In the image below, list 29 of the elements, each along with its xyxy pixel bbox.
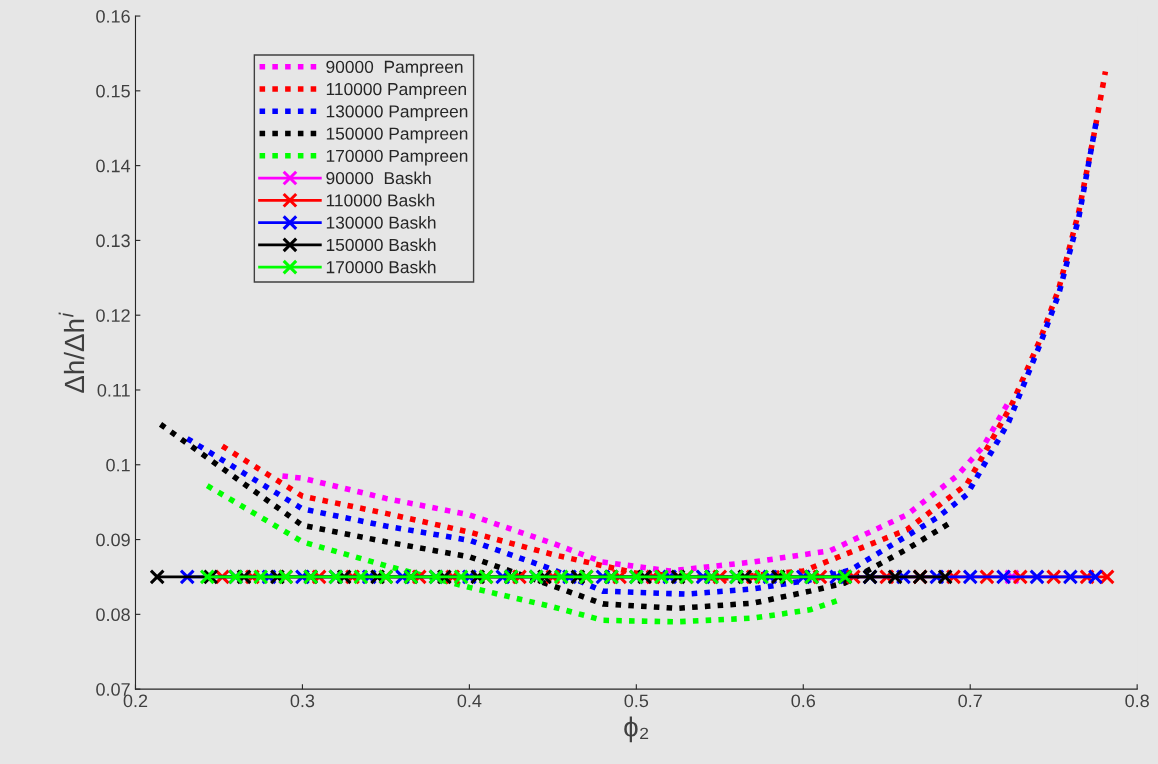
- legend-label: 90000 Baskh: [326, 171, 431, 185]
- y-tick-label: 0.07: [96, 683, 130, 696]
- legend-label: 110000 Baskh: [326, 193, 435, 207]
- legend-label: 130000 Pampreen: [326, 105, 468, 121]
- y-tick-label: 0.1: [106, 458, 130, 472]
- legend-label: 130000 Baskh: [326, 216, 436, 229]
- y-tick-label: 0.08: [96, 608, 130, 622]
- y-tick-label: 0.16: [96, 9, 130, 23]
- legend-label: 170000 Baskh: [326, 260, 436, 274]
- legend-label: 110000 Pampreen: [326, 82, 466, 99]
- x-tick-label: 0.6: [791, 694, 816, 708]
- y-tick-label: 0.12: [96, 309, 130, 322]
- y-tick-label: 0.11: [97, 383, 130, 397]
- x-tick-label: 0.3: [290, 694, 315, 708]
- y-tick-label: 0.14: [96, 159, 131, 173]
- y-tick-label: 0.13: [96, 234, 130, 248]
- legend-label: 150000 Baskh: [326, 238, 436, 252]
- y-axis-title: Δh/Δh$^{i}$: [58, 312, 85, 393]
- x-tick-label: 0.5: [624, 694, 649, 708]
- y-tick-label: 0.09: [96, 533, 130, 547]
- x-tick-label: 0.8: [1125, 694, 1149, 708]
- legend-label: 170000 Pampreen: [326, 149, 468, 166]
- x-tick-label: 0.2: [123, 694, 148, 708]
- x-tick-label: 0.4: [457, 694, 482, 708]
- x-axis-title: ϕ₂: [624, 716, 649, 743]
- y-tick-label: 0.15: [96, 84, 130, 98]
- legend-label: 90000 Pampreen: [326, 60, 463, 77]
- legend-label: 150000 Pampreen: [326, 127, 468, 144]
- x-tick-label: 0.7: [958, 694, 982, 708]
